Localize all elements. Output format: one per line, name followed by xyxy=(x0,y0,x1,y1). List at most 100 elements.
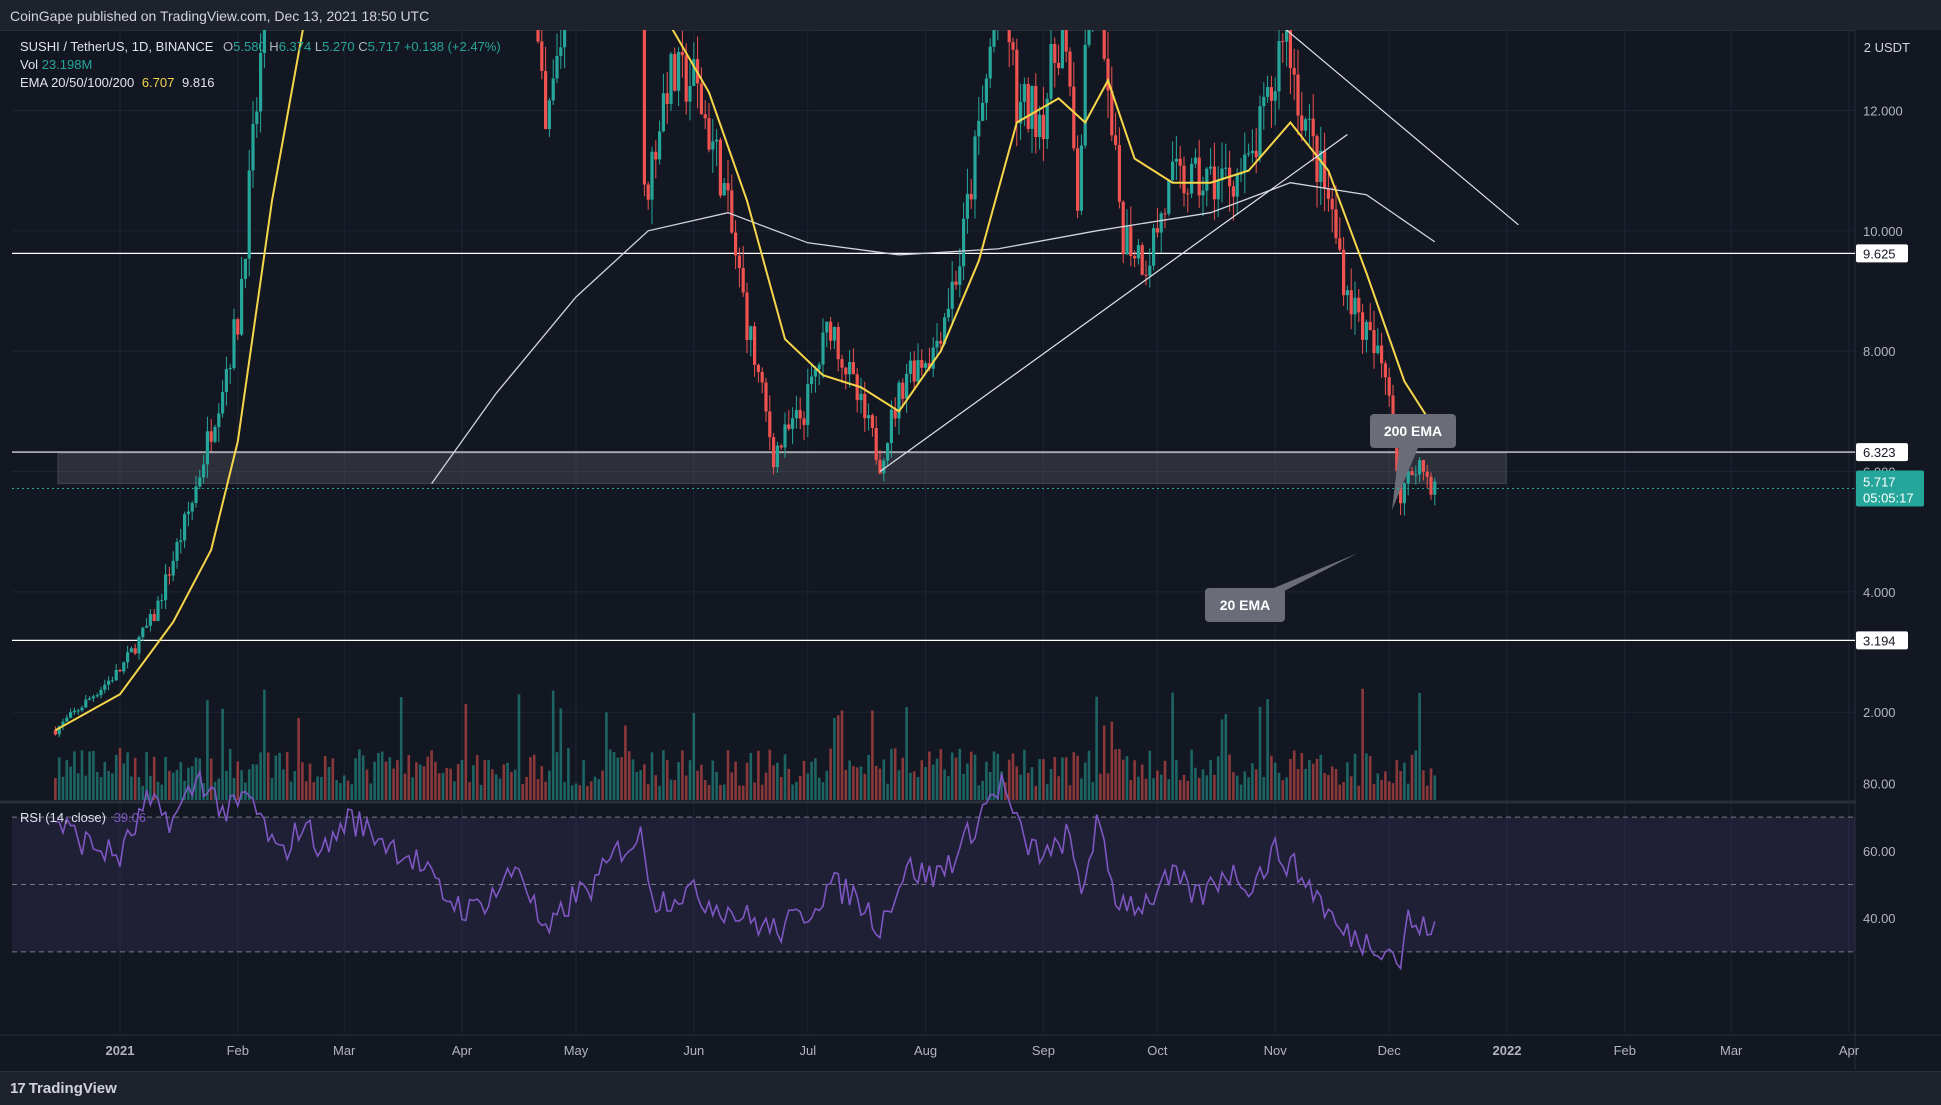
volume-bar xyxy=(741,785,745,800)
candle-body xyxy=(1334,209,1338,239)
volume-bar xyxy=(149,775,152,800)
legend-c-value: 5.717 xyxy=(367,39,401,54)
candle-body xyxy=(1387,377,1391,396)
volume-bar xyxy=(1080,778,1083,800)
candle-body xyxy=(1433,481,1437,495)
volume-bar xyxy=(665,760,669,800)
candle-body xyxy=(1174,158,1178,162)
volume-bar xyxy=(1418,692,1421,800)
volume-bar xyxy=(1129,779,1133,800)
candle-body xyxy=(175,541,179,561)
volume-bar xyxy=(654,775,658,800)
legend-rsi-value: 39.06 xyxy=(113,810,147,825)
volume-bar xyxy=(1182,774,1186,800)
volume-bar xyxy=(217,778,221,800)
volume-bar xyxy=(1323,773,1326,800)
volume-bar xyxy=(396,760,399,800)
candle-body xyxy=(1288,30,1292,69)
volume-bar xyxy=(1049,768,1053,800)
annotation-200-ema-label: 200 EMA xyxy=(1384,423,1442,439)
volume-bar xyxy=(118,748,122,800)
candle-body xyxy=(1197,157,1201,196)
trendlines xyxy=(879,30,1519,473)
volume-bar xyxy=(259,752,262,800)
volume-bar xyxy=(1019,774,1022,800)
volume-bar xyxy=(168,770,171,800)
volume-bar xyxy=(456,764,460,800)
volume-bar xyxy=(1235,775,1239,800)
legend-change: +0.138 (+2.47%) xyxy=(403,39,501,54)
candle-body xyxy=(1212,166,1216,200)
legend-symbol: SUSHI / TetherUS, 1D, BINANCE xyxy=(20,39,214,54)
volume-bar xyxy=(1422,770,1425,800)
volume-bar xyxy=(992,751,996,800)
candle-body xyxy=(874,427,878,460)
candle-body xyxy=(730,190,734,233)
volume-bar xyxy=(69,766,72,800)
volume-bar xyxy=(551,690,555,800)
candle-body xyxy=(924,363,928,368)
candle-body xyxy=(1330,198,1334,210)
volume-bar xyxy=(487,760,490,800)
volume-bar xyxy=(1334,768,1338,800)
candle-body xyxy=(1258,106,1262,158)
volume-bar xyxy=(1102,725,1106,800)
candle-body xyxy=(1114,135,1118,146)
candle-body xyxy=(1041,114,1045,140)
volume-bar xyxy=(1304,768,1307,800)
volume-bar xyxy=(726,750,730,800)
candle-body xyxy=(198,477,202,487)
volume-bar xyxy=(1346,762,1349,800)
candle-body xyxy=(1345,290,1349,296)
volume-bar xyxy=(228,748,232,800)
candle-body xyxy=(882,460,886,474)
candle-body xyxy=(183,514,187,541)
volume-bar xyxy=(1175,760,1178,800)
candle-body xyxy=(1117,145,1121,202)
volume-bar xyxy=(863,773,867,800)
candle-body xyxy=(1224,167,1228,169)
candle-body xyxy=(1026,83,1030,129)
candle-body xyxy=(202,464,206,478)
rsi-tick-label: 40.00 xyxy=(1863,911,1896,926)
volume-bar xyxy=(301,762,304,800)
candle-body xyxy=(164,574,168,601)
candle-body xyxy=(791,418,795,429)
volume-bar xyxy=(806,773,810,800)
volume-bar xyxy=(1387,781,1391,800)
volume-bar xyxy=(187,767,190,800)
volume-bar xyxy=(198,758,202,800)
volume-bar xyxy=(377,752,380,800)
volume-bar xyxy=(760,784,764,800)
candle-body xyxy=(768,411,772,438)
volume-bar xyxy=(1201,769,1205,800)
volume-bar xyxy=(631,759,635,800)
volume-bar xyxy=(103,761,107,800)
candle-body xyxy=(1372,330,1376,354)
volume-bar xyxy=(278,752,281,800)
volume-bar xyxy=(1410,754,1414,800)
candle-body xyxy=(251,123,255,171)
candle-body xyxy=(1304,119,1308,131)
candle-body xyxy=(1266,87,1270,97)
volume-bar xyxy=(1087,750,1091,800)
volume-bar xyxy=(958,748,962,800)
volume-bar xyxy=(510,771,513,800)
volume-bar xyxy=(209,758,213,800)
volume-bar xyxy=(532,754,536,800)
volume-bar xyxy=(893,748,897,800)
volume-bar xyxy=(1289,759,1292,800)
candle-body xyxy=(984,78,988,103)
volume-bar xyxy=(1011,753,1015,800)
chart-area[interactable]: 200 EMA 20 EMA 2 USDT24.00022.00020.00018… xyxy=(0,30,1941,1071)
volume-bar xyxy=(608,749,612,800)
candle-body xyxy=(1144,274,1148,276)
candle-body xyxy=(950,281,954,309)
tradingview-logo[interactable]: 17 TradingView xyxy=(10,1080,117,1097)
volume-bar xyxy=(137,777,141,800)
volume-bar xyxy=(1000,771,1003,800)
x-tick-label: Sep xyxy=(1032,1043,1055,1058)
volume-bar xyxy=(1384,771,1387,800)
candle-body xyxy=(646,184,650,200)
level-badge xyxy=(1856,443,1908,462)
